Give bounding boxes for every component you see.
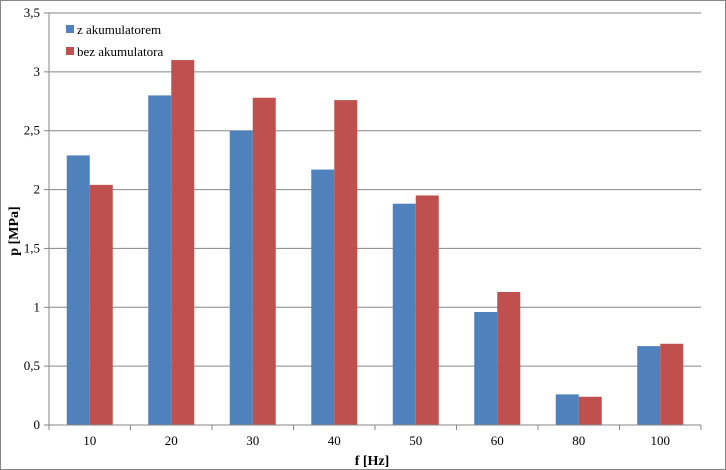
bar-bez-akumulatora-60: [497, 291, 521, 425]
x-tick-label: 80: [572, 433, 585, 448]
x-tick-label: 50: [409, 433, 422, 448]
x-axis-title: f [Hz]: [355, 454, 390, 469]
bar-z-akumulatorem-10: [66, 155, 90, 426]
y-tick-label: 0,5: [24, 358, 40, 373]
bar-z-akumulatorem-50: [392, 203, 416, 425]
y-tick-label: 1: [34, 299, 41, 314]
legend-label-z-akumulatorem: z akumulatorem: [77, 22, 161, 37]
y-tick-label: 2: [34, 182, 41, 197]
bar-z-akumulatorem-60: [474, 311, 498, 425]
legend-label-bez-akumulatora: bez akumulatora: [77, 44, 163, 59]
bar-bez-akumulatora-10: [89, 184, 113, 425]
axes: [48, 13, 702, 430]
gridlines: [44, 12, 701, 426]
y-tick-label: 0: [34, 417, 41, 432]
bars: [66, 60, 684, 426]
legend: z akumulatorem bez akumulatora: [66, 22, 163, 59]
bar-z-akumulatorem-20: [148, 95, 172, 426]
x-tick-label: 20: [165, 433, 178, 448]
bar-bez-akumulatora-50: [415, 195, 439, 425]
tick-labels: 0 0,5 1 1,5 2 2,5 3 3,5 10 20 30 40 50 60 80 100: [24, 5, 670, 448]
y-tick-label: 3: [34, 64, 41, 79]
y-tick-label: 3,5: [24, 5, 40, 20]
legend-swatch-bez-akumulatora: [66, 47, 74, 55]
bar-z-akumulatorem-40: [311, 169, 335, 425]
bar-z-akumulatorem-100: [637, 346, 661, 425]
bar-bez-akumulatora-80: [578, 396, 602, 425]
bar-bez-akumulatora-100: [660, 343, 684, 425]
x-tick-label: 100: [651, 433, 671, 448]
x-tick-label: 10: [83, 433, 96, 448]
bar-bez-akumulatora-20: [171, 60, 195, 425]
bar-bez-akumulatora-30: [252, 97, 276, 426]
bar-z-akumulatorem-80: [555, 394, 579, 425]
legend-swatch-z-akumulatorem: [66, 25, 74, 33]
bar-bez-akumulatora-40: [334, 100, 358, 425]
x-tick-label: 40: [328, 433, 341, 448]
y-axis-title: p [MPa]: [7, 206, 22, 255]
y-tick-label: 1,5: [24, 240, 40, 255]
x-tick-label: 60: [491, 433, 504, 448]
x-tick-label: 30: [246, 433, 259, 448]
y-tick-label: 2,5: [24, 123, 40, 138]
bar-z-akumulatorem-30: [229, 130, 253, 425]
